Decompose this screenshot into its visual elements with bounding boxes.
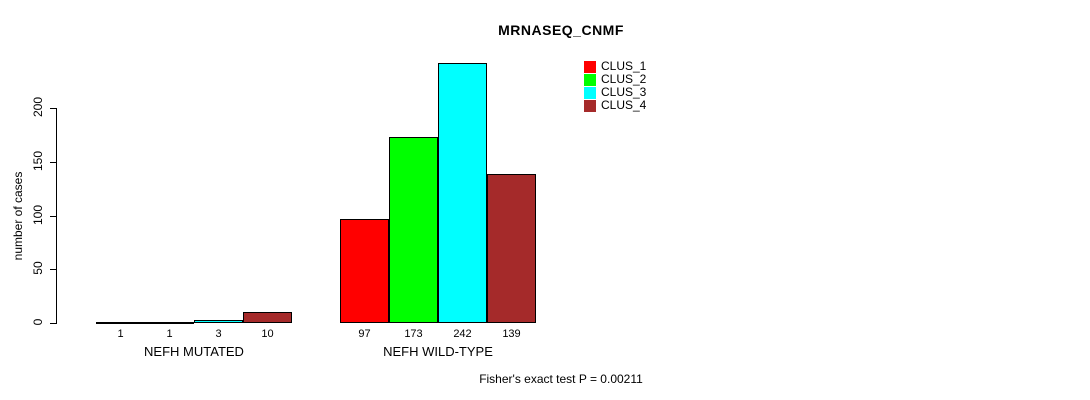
y-axis-label: number of cases	[11, 171, 25, 261]
legend-swatch	[584, 99, 596, 112]
legend-item: CLUS_1	[584, 60, 646, 73]
bar-value-label: 173	[404, 328, 423, 340]
bar-clus_1	[340, 219, 389, 323]
legend-item: CLUS_4	[584, 99, 646, 112]
legend-label: CLUS_2	[601, 72, 647, 86]
legend-item: CLUS_3	[584, 86, 646, 99]
bar-clus_4	[487, 174, 536, 323]
legend-swatch	[584, 73, 596, 86]
group-label: NEFH MUTATED	[144, 344, 244, 359]
y-tick-mark	[50, 269, 57, 270]
bar-value-label: 242	[453, 328, 472, 340]
y-tick-mark	[50, 216, 57, 217]
annotation-text: Fisher's exact test P = 0.00211	[479, 372, 643, 386]
y-tick-mark	[50, 108, 57, 109]
bar-clus_3	[194, 320, 243, 323]
bar-value-label: 97	[358, 328, 371, 340]
y-tick-mark	[50, 162, 57, 163]
chart-title: MRNASEQ_CNMF	[498, 22, 624, 38]
y-tick-label: 0	[31, 318, 45, 326]
y-tick-mark	[50, 323, 57, 324]
bar-clus_4	[243, 312, 292, 323]
bar-clus_3	[438, 63, 487, 323]
bar-value-label: 139	[502, 328, 521, 340]
legend-label: CLUS_1	[601, 59, 647, 73]
legend-label: CLUS_4	[601, 98, 647, 112]
bar-clus_1	[96, 322, 145, 324]
legend-swatch	[584, 60, 596, 73]
bar-value-label: 3	[215, 328, 222, 340]
legend-item: CLUS_2	[584, 73, 646, 86]
group-label: NEFH WILD-TYPE	[383, 344, 493, 359]
bar-clus_2	[145, 322, 194, 324]
legend: CLUS_1 CLUS_2 CLUS_3 CLUS_4	[584, 60, 646, 112]
legend-swatch	[584, 86, 596, 99]
bar-value-label: 1	[117, 328, 124, 340]
y-tick-label: 150	[31, 150, 45, 172]
y-tick-label: 100	[31, 204, 45, 226]
bar-clus_2	[389, 137, 438, 323]
y-tick-label: 50	[31, 261, 45, 275]
legend-label: CLUS_3	[601, 85, 647, 99]
bar-value-label: 1	[166, 328, 173, 340]
y-tick-label: 200	[31, 96, 45, 118]
bar-value-label: 10	[261, 328, 274, 340]
